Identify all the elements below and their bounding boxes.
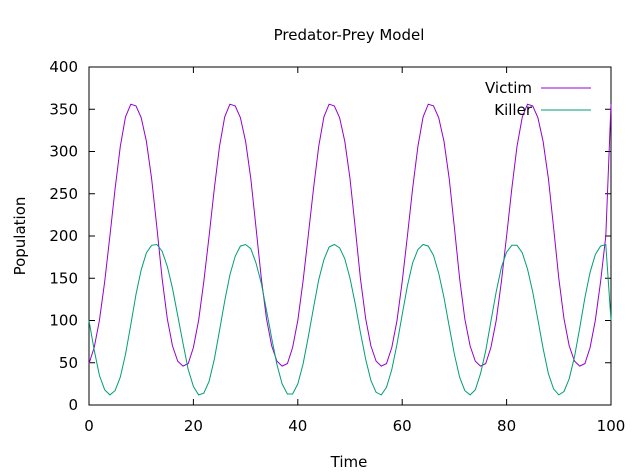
x-axis-label: Time [330,453,368,471]
legend-label-victim: Victim [485,79,532,97]
y-tick-label: 350 [49,100,78,118]
y-tick-label: 50 [59,354,78,372]
x-tick-label: 20 [184,417,203,435]
y-tick-label: 250 [49,185,78,203]
y-axis-label: Population [11,197,29,276]
x-tick-label: 0 [84,417,94,435]
y-tick-label: 150 [49,269,78,287]
axes: 0 20 40 60 80 100 0 50 100 150 200 250 300 350 400 [49,58,625,435]
legend: Victim Killer [485,79,591,119]
legend-label-killer: Killer [494,101,533,119]
series-line-killer [88,243,612,396]
x-tick-label: 60 [393,417,412,435]
y-tick-label: 300 [49,143,78,161]
series-line-victim [88,103,612,367]
plot-frame [88,66,612,406]
y-tick-label: 100 [49,312,78,330]
x-tick-label: 80 [497,417,516,435]
y-tick-label: 400 [49,58,78,76]
chart-title: Predator-Prey Model [274,26,425,44]
plot-lines [88,103,612,396]
y-tick-label: 0 [68,396,78,414]
x-tick-label: 100 [597,417,626,435]
x-tick-label: 40 [288,417,307,435]
y-tick-label: 200 [49,227,78,245]
